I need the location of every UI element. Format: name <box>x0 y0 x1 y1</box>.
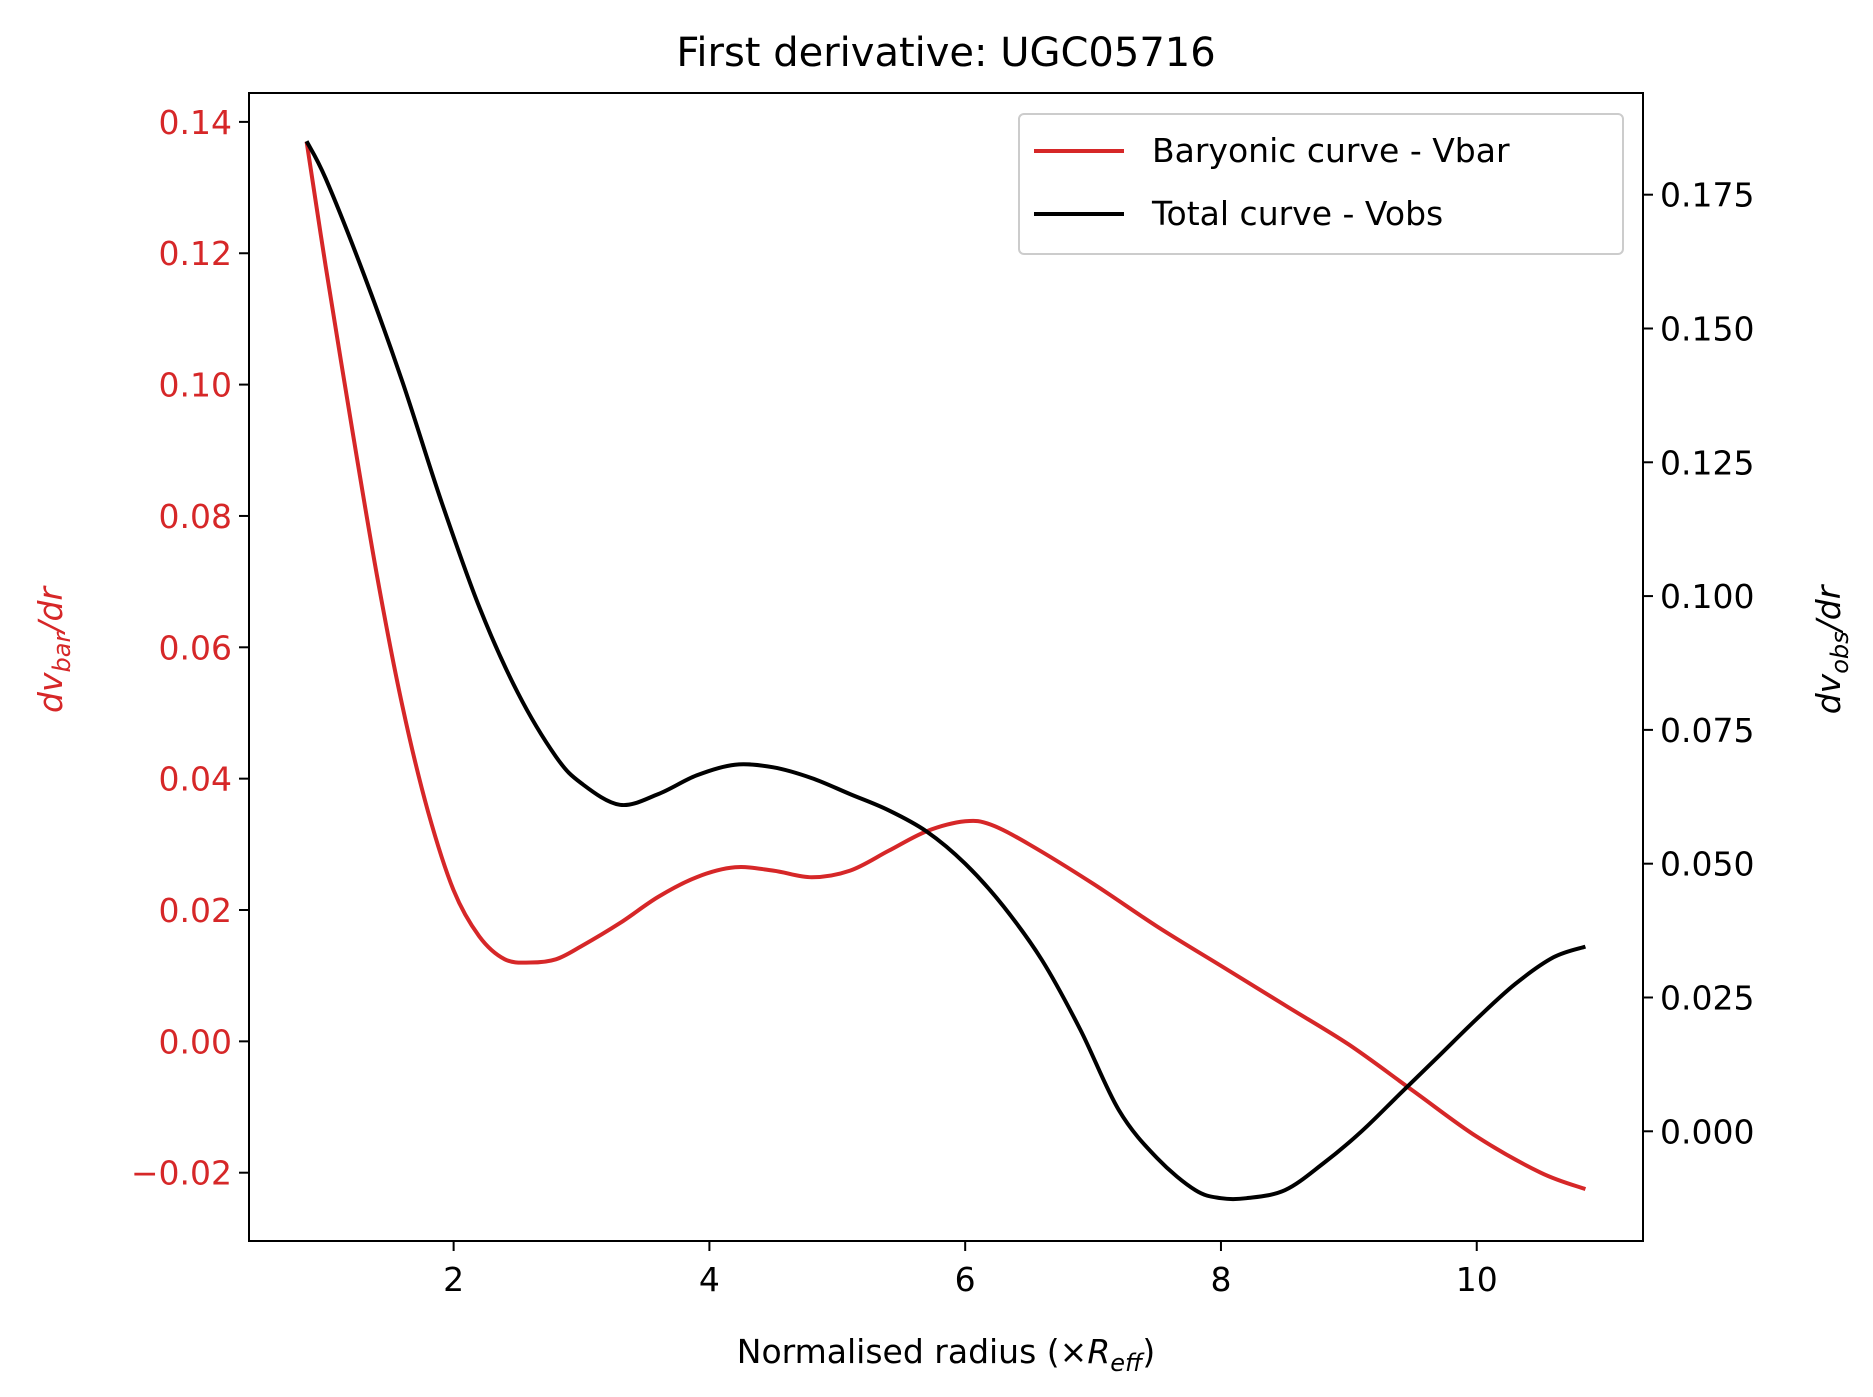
series-line-baryonic <box>304 141 1587 1191</box>
legend-box <box>1018 113 1624 255</box>
y-left-axis-label: dvbar/dr <box>31 585 76 713</box>
y-left-tick-label: 0.04 <box>159 760 232 799</box>
series-layer <box>304 140 1587 1202</box>
y-right-tick-label: 0.150 <box>1660 309 1754 348</box>
legend: Baryonic curve - Vbar Total curve - Vobs <box>1018 113 1624 255</box>
x-axis-label-subscript: eff <box>1110 1349 1145 1377</box>
x-tick-label: 10 <box>1456 1260 1498 1299</box>
y-left-tick-label: 0.14 <box>159 103 232 142</box>
x-tick-label: 4 <box>699 1260 720 1299</box>
y-left-tick-label: 0.06 <box>159 628 232 667</box>
series-line-total <box>304 140 1587 1202</box>
y-right-tick-label: 0.050 <box>1660 845 1754 884</box>
y-right-axis-label-suffix: /dr <box>1809 583 1848 634</box>
y-left-tick-label: 0.10 <box>159 366 232 405</box>
y-right-tick-label: 0.175 <box>1660 176 1754 215</box>
x-tick-label: 6 <box>955 1260 976 1299</box>
y-right-tick-label: 0.100 <box>1660 577 1754 616</box>
x-tick-label: 2 <box>443 1260 464 1299</box>
y-right-axis-label-prefix: dv <box>1809 673 1848 714</box>
x-axis-label-suffix: ) <box>1142 1332 1155 1371</box>
x-axis-label-symbol: R <box>1087 1332 1110 1371</box>
legend-label-bar: Baryonic curve - Vbar <box>1152 131 1510 170</box>
y-right-tick-label: 0.000 <box>1660 1112 1754 1151</box>
y-left-tick-label: 0.02 <box>159 891 232 930</box>
chart-title: First derivative: UGC05716 <box>676 30 1215 76</box>
x-axis-label-prefix: Normalised radius (× <box>737 1332 1088 1371</box>
ticks-layer: 2 4 6 8 10 −0.02 0.00 0.02 0.04 0.06 0.08 0.10 0.12 0… <box>131 103 1755 1299</box>
x-axis-label: Normalised radius (×Reff) <box>737 1332 1155 1377</box>
y-left-tick-label: 0.12 <box>159 234 232 273</box>
legend-label-obs: Total curve - Vobs <box>1151 194 1443 233</box>
y-left-tick-label: −0.02 <box>131 1154 232 1193</box>
x-tick-label: 8 <box>1210 1260 1231 1299</box>
y-right-axis-label-subscript: obs <box>1826 631 1854 673</box>
y-left-tick-label: 0.08 <box>159 497 232 536</box>
y-right-axis-label: dvobs/dr <box>1809 583 1854 714</box>
y-right-tick-label: 0.025 <box>1660 978 1754 1017</box>
y-right-tick-label: 0.075 <box>1660 711 1754 750</box>
y-left-tick-label: 0.00 <box>159 1022 232 1061</box>
y-right-tick-label: 0.125 <box>1660 443 1754 482</box>
y-left-axis-label-subscript: bar <box>48 631 76 673</box>
y-left-axis-label-prefix: dv <box>31 672 70 713</box>
plot-frame <box>248 92 1644 1242</box>
y-left-axis-label-suffix: /dr <box>31 585 70 636</box>
